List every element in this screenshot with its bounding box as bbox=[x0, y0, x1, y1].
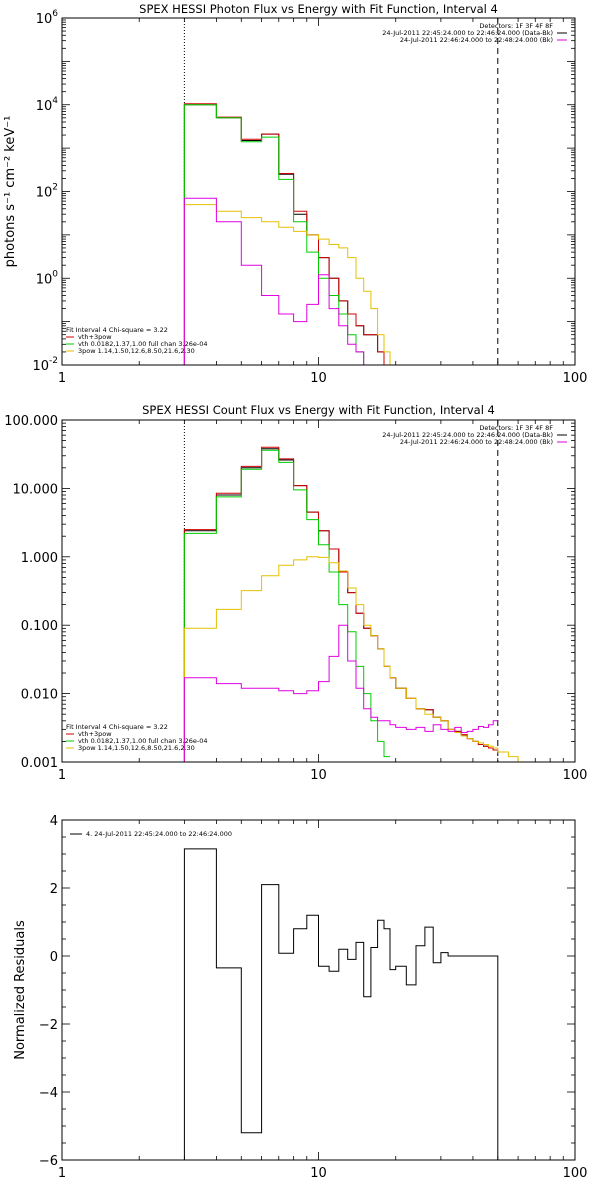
legend-bottom-entry: 3pow 1.14,1.50,12.6,8.50,21.6,2.30 bbox=[78, 347, 195, 355]
chart-title: SPEX HESSI Photon Flux vs Energy with Fi… bbox=[139, 2, 498, 16]
y-tick-label: 102 bbox=[36, 183, 58, 201]
y-tick-label: 0.100 bbox=[21, 619, 58, 634]
x-tick-label: 10 bbox=[310, 371, 327, 386]
y-axis-label: Normalized Residuals bbox=[13, 920, 28, 1060]
photon-flux-panel: SPEX HESSI Photon Flux vs Energy with Fi… bbox=[3, 2, 587, 386]
chart-title: SPEX HESSI Count Flux vs Energy with Fit… bbox=[142, 403, 495, 417]
legend-bottom-entry: vth 0.0182,1.37,1.00 full chan 3.26e-04 bbox=[78, 737, 208, 745]
plot-frame bbox=[61, 819, 576, 1161]
legend-top-entry: 24-Jul-2011 22:46:24.000 to 22:48:24.000… bbox=[400, 36, 553, 44]
y-tick-label: 1.000 bbox=[21, 551, 58, 566]
x-tick-label: 1 bbox=[58, 1166, 66, 1181]
x-tick-label: 10 bbox=[310, 768, 327, 783]
total-series-line bbox=[183, 103, 498, 365]
data-series-line bbox=[183, 448, 498, 762]
residuals-series-line bbox=[183, 848, 499, 1160]
y-tick-label: 0.010 bbox=[21, 688, 58, 703]
x-tick-label: 1 bbox=[58, 768, 66, 783]
y-tick-label: 10-2 bbox=[32, 356, 58, 374]
residuals-panel: 1 10 100 −6 −4 −2 0 2 4 Normalized Residuals 4. 24… bbox=[13, 814, 587, 1181]
y-tick-label: −2 bbox=[39, 1018, 58, 1033]
x-tick-label: 100 bbox=[563, 768, 588, 783]
thermal-series-line bbox=[183, 104, 384, 365]
legend-top-entry: 24-Jul-2011 22:45:24.000 to 22:46:24.000… bbox=[382, 431, 553, 439]
count-flux-panel: SPEX HESSI Count Flux vs Energy with Fit… bbox=[4, 403, 587, 783]
y-tick-label: 104 bbox=[36, 96, 59, 114]
y-tick-label: 0.001 bbox=[21, 756, 58, 771]
x-tick-label: 1 bbox=[58, 371, 66, 386]
x-tick-label: 10 bbox=[310, 1166, 327, 1181]
legend-top-entry: 24-Jul-2011 22:46:24.000 to 22:48:24.000… bbox=[400, 438, 553, 446]
nonthermal-series-line bbox=[183, 204, 527, 365]
y-tick-label: 2 bbox=[50, 882, 58, 897]
background-series-line bbox=[183, 624, 498, 762]
y-tick-label: 0 bbox=[50, 950, 58, 965]
y-tick-label: −4 bbox=[39, 1086, 58, 1101]
plot-frame bbox=[61, 17, 576, 366]
y-tick-label: 100 bbox=[36, 269, 59, 287]
x-tick-label: 100 bbox=[563, 1166, 588, 1181]
legend-top-entry: 24-Jul-2011 22:45:24.000 to 22:46:24.000… bbox=[382, 29, 553, 37]
y-tick-label: −6 bbox=[39, 1154, 58, 1169]
nonthermal-series-line bbox=[183, 556, 536, 762]
thermal-series-line bbox=[183, 449, 390, 762]
legend-bottom-entry: vth 0.0182,1.37,1.00 full chan 3.26e-04 bbox=[78, 340, 208, 348]
background-series-line bbox=[183, 197, 498, 365]
y-tick-label: 106 bbox=[36, 9, 59, 27]
legend-bottom-entry: 3pow 1.14,1.50,12.6,8.50,21.6,2.30 bbox=[78, 744, 195, 752]
y-tick-label: 4 bbox=[50, 814, 58, 829]
legend-entry: 4. 24-Jul-2011 22:45:24.000 to 22:46:24.… bbox=[86, 830, 232, 838]
x-tick-label: 100 bbox=[563, 371, 588, 386]
plot-frame bbox=[61, 419, 576, 763]
y-tick-label: 100.000 bbox=[4, 414, 58, 429]
legend-top-entry: Detectors: 1F 3F 4F 8F bbox=[479, 22, 553, 30]
y-axis-label: photons s⁻¹ cm⁻² keV⁻¹ bbox=[3, 116, 18, 268]
y-tick-label: 10.000 bbox=[13, 482, 59, 497]
legend-bottom-entry: vth+3pow bbox=[78, 333, 112, 341]
legend-top-entry: Detectors: 1F 3F 4F 8F bbox=[479, 424, 553, 432]
legend-bottom-entry: Fit Interval 4 Chi-square = 3.22 bbox=[66, 326, 168, 334]
legend-bottom-entry: vth+3pow bbox=[78, 730, 112, 738]
legend-bottom-entry: Fit Interval 4 Chi-square = 3.22 bbox=[66, 723, 168, 731]
